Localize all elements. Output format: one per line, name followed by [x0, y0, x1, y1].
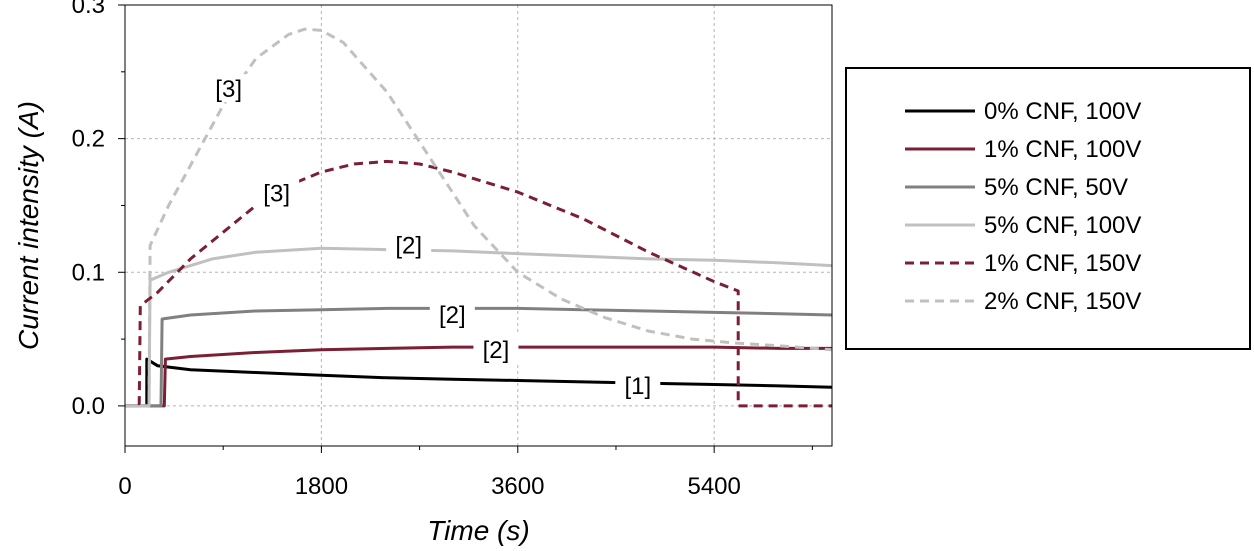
y-axis-title: Current intensity (A): [13, 101, 44, 350]
series-line-1: [125, 357, 833, 408]
x-tick-label: 3600: [491, 473, 544, 500]
annotation-background: [473, 334, 519, 363]
x-axis-title: Time (s): [427, 515, 529, 546]
legend-label: 0% CNF, 100V: [984, 98, 1141, 125]
series-line-5: [125, 159, 832, 408]
y-tick-label: 0.1: [72, 259, 105, 286]
axis-ticks: 0 1800 3600 5400 0.0 0.1 0.2 0.3: [72, 0, 813, 500]
annotation-background: [386, 230, 432, 259]
annotation-label: [3]: [215, 76, 242, 103]
series-line-6: [125, 27, 833, 408]
legend-label: 1% CNF, 150V: [984, 250, 1141, 277]
series-line-3: [125, 306, 833, 408]
series-line-2: [125, 345, 832, 408]
annotation-label: [2]: [483, 337, 510, 364]
annotation-background: [254, 178, 300, 207]
annotation-label: [1]: [624, 373, 651, 400]
legend-label: 2% CNF, 150V: [984, 288, 1141, 315]
y-tick-label: 0.2: [72, 126, 105, 153]
series-layer: [125, 27, 833, 408]
plot-area-frame: [124, 4, 833, 447]
x-tick-label: 5400: [687, 473, 740, 500]
legend-label: 5% CNF, 100V: [984, 212, 1141, 239]
annotation-background: [206, 74, 252, 103]
legend-label: 1% CNF, 100V: [984, 136, 1141, 163]
legend-items: 0% CNF, 100V 1% CNF, 100V 5% CNF, 50V 5% CN…: [905, 98, 1141, 315]
legend-label: 5% CNF, 50V: [984, 174, 1128, 201]
y-tick-label: 0.0: [72, 393, 105, 420]
annotation-label: [2]: [439, 302, 466, 329]
annotation-label: [3]: [263, 180, 290, 207]
x-tick-label: 1800: [295, 473, 348, 500]
legend: 0% CNF, 100V 1% CNF, 100V 5% CNF, 50V 5% CN…: [845, 67, 1251, 350]
x-tick-label: 0: [118, 473, 131, 500]
y-tick-label: 0.3: [72, 0, 105, 19]
annotation-background: [429, 300, 475, 329]
annotation-layer: [3] [3] [2] [2] [2] [1]: [206, 74, 661, 400]
annotation-label: [2]: [395, 233, 422, 260]
annotation-background: [615, 370, 661, 399]
